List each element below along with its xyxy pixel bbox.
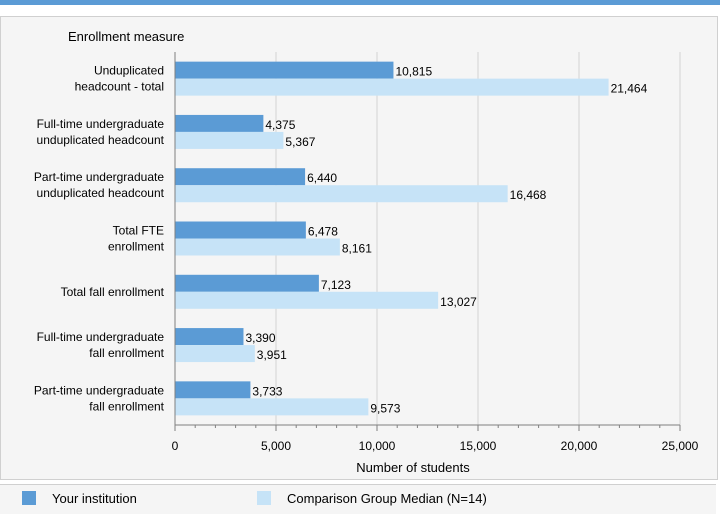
data-label: 16,468	[510, 188, 547, 202]
data-label: 5,367	[285, 135, 315, 149]
bar-comparison-median	[175, 398, 368, 415]
legend-swatch-comparison-median	[257, 491, 271, 505]
category-label: Total fall enrollment	[61, 285, 165, 299]
x-axis-label: Number of students	[356, 460, 470, 475]
x-tick-label: 5,000	[261, 439, 291, 453]
x-tick-label: 15,000	[460, 439, 497, 453]
data-label: 3,733	[252, 384, 282, 398]
category-label: Total FTE enrollment	[108, 224, 165, 254]
data-label: 6,478	[308, 225, 338, 239]
category-label: Part-time undergraduate fall enrollment	[34, 383, 165, 413]
bar-your-institution	[175, 168, 305, 185]
bar-comparison-median	[175, 345, 255, 362]
bar-your-institution	[175, 115, 263, 132]
category-label: Full-time undergraduate fall enrollment	[37, 330, 165, 360]
data-label: 6,440	[307, 171, 337, 185]
data-label: 13,027	[440, 295, 477, 309]
bar-your-institution	[175, 381, 250, 398]
bars: 10,815 21,464 4,375 5,367 6,440 16,468 6,478 8,…	[175, 62, 648, 416]
bar-comparison-median	[175, 239, 340, 256]
data-label: 8,161	[342, 242, 372, 256]
bar-your-institution	[175, 275, 319, 292]
bar-comparison-median	[175, 292, 438, 309]
data-label: 4,375	[265, 118, 295, 132]
data-label: 7,123	[321, 278, 351, 292]
bar-your-institution	[175, 62, 393, 79]
x-tick-label: 0	[172, 439, 179, 453]
category-label: Part-time undergraduate unduplicated head…	[34, 170, 165, 200]
bar-comparison-median	[175, 132, 283, 149]
chart-title: Enrollment measure	[68, 29, 184, 44]
legend-label: Your institution	[52, 491, 137, 506]
category-label: Unduplicated headcount - total	[75, 64, 164, 94]
legend: Your institution Comparison Group Median …	[22, 491, 487, 506]
legend-swatch-your-institution	[22, 491, 36, 505]
bar-comparison-median	[175, 79, 609, 96]
data-label: 9,573	[370, 401, 400, 415]
data-label: 3,390	[245, 331, 275, 345]
bar-comparison-median	[175, 185, 508, 202]
bar-your-institution	[175, 328, 243, 345]
data-label: 21,464	[611, 82, 648, 96]
x-tick-label: 25,000	[662, 439, 699, 453]
data-label: 10,815	[395, 65, 432, 79]
legend-label: Comparison Group Median (N=14)	[287, 491, 487, 506]
data-label: 3,951	[257, 348, 287, 362]
category-labels: Unduplicated headcount - total Full-time u…	[34, 64, 165, 414]
x-tick-label: 10,000	[359, 439, 396, 453]
category-label: Full-time undergraduate unduplicated head…	[37, 117, 165, 147]
bar-your-institution	[175, 222, 306, 239]
x-tick-label: 20,000	[561, 439, 598, 453]
